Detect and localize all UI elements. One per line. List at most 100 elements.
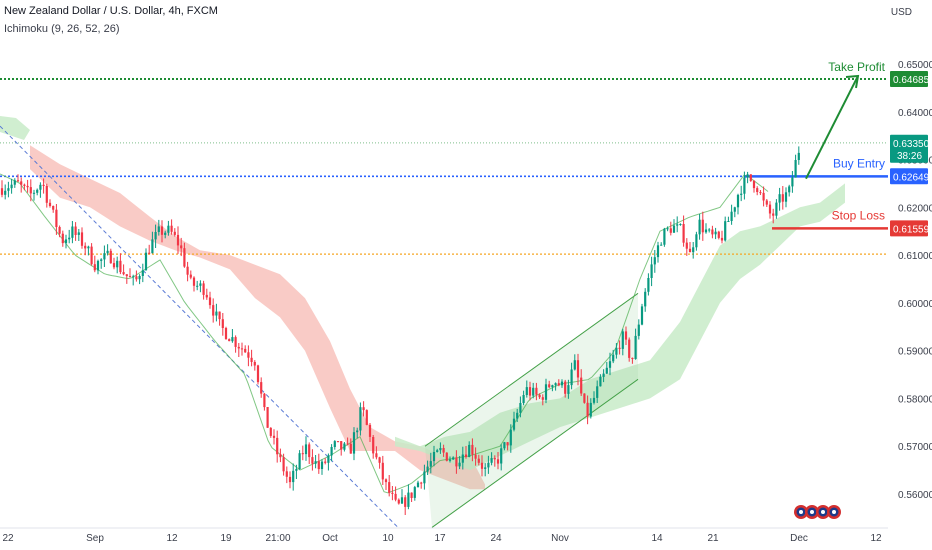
candle-body bbox=[452, 457, 455, 460]
candle bbox=[429, 452, 432, 474]
candle bbox=[144, 248, 148, 271]
candle-body bbox=[596, 386, 599, 398]
candle bbox=[477, 454, 480, 466]
candle-body bbox=[580, 377, 583, 394]
candle bbox=[250, 349, 253, 367]
candle-body bbox=[714, 231, 717, 235]
candle bbox=[573, 354, 576, 371]
candle bbox=[644, 288, 647, 312]
candle bbox=[64, 234, 68, 249]
candle-body bbox=[343, 443, 346, 450]
candle-body bbox=[640, 306, 644, 325]
candle-body bbox=[765, 200, 768, 205]
candle-body bbox=[381, 462, 384, 480]
candle-body bbox=[327, 455, 330, 463]
candle bbox=[676, 216, 679, 233]
candle bbox=[679, 223, 682, 226]
candle-body bbox=[208, 297, 212, 306]
candle-body bbox=[96, 260, 100, 271]
candle bbox=[215, 303, 218, 322]
candle-body bbox=[340, 441, 343, 450]
candle-body bbox=[464, 454, 468, 457]
candle bbox=[506, 442, 509, 451]
candle-body bbox=[282, 457, 285, 472]
candle bbox=[61, 230, 64, 247]
candle-body bbox=[26, 185, 29, 188]
candle-body bbox=[730, 211, 733, 221]
candle-body bbox=[260, 382, 263, 394]
candle bbox=[330, 444, 333, 462]
candle-body bbox=[605, 367, 608, 374]
candle bbox=[71, 221, 74, 244]
candle bbox=[84, 242, 87, 256]
stop-loss-tag bbox=[890, 220, 928, 237]
candle bbox=[16, 174, 20, 182]
candle bbox=[749, 174, 752, 182]
candle-body bbox=[7, 188, 10, 191]
candle bbox=[132, 274, 135, 286]
candle-body bbox=[503, 442, 506, 449]
candle-body bbox=[359, 407, 362, 431]
candle bbox=[314, 455, 317, 469]
candle bbox=[77, 229, 80, 241]
current-price-tag bbox=[890, 134, 928, 163]
x-tick-label: 14 bbox=[651, 533, 663, 544]
arrow-head-icon bbox=[845, 74, 860, 89]
candle-body bbox=[144, 252, 148, 271]
candle bbox=[765, 199, 768, 207]
candle-body bbox=[644, 291, 647, 307]
candle-body bbox=[16, 180, 20, 182]
candle bbox=[781, 186, 784, 210]
candle bbox=[522, 390, 525, 406]
downtrend-line bbox=[0, 125, 399, 528]
candle-body bbox=[55, 209, 58, 227]
candle bbox=[487, 455, 490, 474]
candle-body bbox=[154, 232, 157, 240]
candle bbox=[631, 357, 634, 364]
candle bbox=[772, 208, 775, 224]
candle-body bbox=[378, 457, 381, 463]
buy-entry-value: 0.62649 bbox=[893, 172, 930, 183]
candle-body bbox=[388, 482, 391, 493]
candle bbox=[288, 471, 292, 489]
candle-body bbox=[618, 347, 621, 349]
x-tick-label: Dec bbox=[790, 533, 808, 544]
candle-body bbox=[445, 452, 448, 461]
candle bbox=[122, 264, 125, 276]
candle-body bbox=[436, 450, 439, 452]
candle-body bbox=[756, 188, 759, 192]
candle-body bbox=[557, 383, 560, 386]
candle bbox=[298, 450, 301, 470]
candle-body bbox=[93, 264, 96, 271]
candle-body bbox=[791, 177, 794, 187]
y-tick-label: 0.64000 bbox=[898, 108, 932, 119]
currency-label: USD bbox=[890, 7, 912, 18]
candle-body bbox=[196, 285, 199, 287]
channel-upper bbox=[424, 292, 639, 447]
projection-arrow-line bbox=[805, 75, 859, 180]
candle bbox=[660, 242, 663, 246]
x-tick-label: Oct bbox=[322, 533, 338, 544]
candle bbox=[404, 495, 407, 515]
candle-body bbox=[103, 253, 106, 260]
candle bbox=[295, 464, 298, 479]
candle bbox=[695, 231, 698, 251]
candle bbox=[605, 362, 608, 374]
candle-body bbox=[554, 383, 557, 386]
candle bbox=[525, 380, 528, 398]
candle-body bbox=[80, 232, 84, 246]
candle bbox=[74, 222, 77, 241]
candle-body bbox=[186, 266, 189, 275]
ichimoku-cloud bbox=[0, 116, 845, 490]
candle bbox=[29, 179, 32, 202]
candle bbox=[272, 429, 276, 445]
candle-body bbox=[532, 387, 535, 396]
candle bbox=[356, 427, 359, 439]
candle-body bbox=[356, 430, 359, 433]
indicator-legend[interactable]: Ichimoku (9, 26, 52, 26) bbox=[4, 23, 120, 35]
take-profit-tag bbox=[890, 71, 928, 87]
candle-body bbox=[23, 184, 26, 186]
candle bbox=[256, 364, 260, 385]
candle bbox=[445, 452, 448, 462]
